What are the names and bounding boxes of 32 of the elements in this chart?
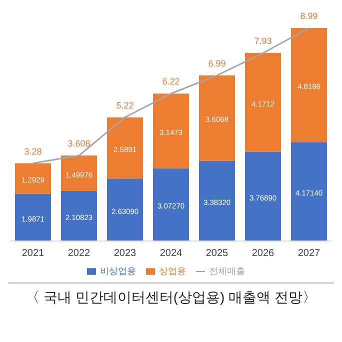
bar: [15, 163, 51, 194]
bar: [291, 28, 327, 142]
bar: [199, 75, 235, 161]
bar: [107, 117, 143, 179]
bar: [245, 152, 281, 241]
legend-label: 상업용: [159, 266, 186, 276]
data-label: 6.22: [162, 76, 180, 87]
data-label: 3.28: [24, 146, 42, 156]
bar: [291, 142, 327, 241]
x-tick-label: 2027: [298, 248, 321, 260]
bar: [245, 52, 281, 152]
text: 〈 국내 민간데이터센터(상업용) 매출액 전망〉: [8, 282, 334, 307]
legend-label: 비상업용: [100, 266, 136, 276]
bar: [61, 191, 97, 241]
x-tick-label: 2022: [68, 248, 91, 260]
bar: [199, 160, 235, 241]
legend-label: 전체매출: [209, 266, 245, 276]
bar: [15, 194, 51, 241]
x-tick-label: 2026: [252, 248, 275, 260]
data-label: 5.22: [116, 100, 134, 110]
data-label: 6.99: [208, 58, 226, 68]
bar: [153, 94, 189, 168]
data-label: 8.99: [300, 11, 318, 21]
x-tick-label: 2023: [114, 248, 137, 260]
bar: [61, 156, 97, 192]
data-label: 7.93: [254, 36, 272, 46]
x-tick-label: 2024: [160, 248, 183, 260]
bar: [107, 178, 143, 241]
x-tick-label: 2025: [206, 248, 229, 260]
x-tick-label: 2021: [22, 248, 45, 260]
bar: [153, 168, 189, 241]
data-label: 3.608: [68, 138, 90, 149]
